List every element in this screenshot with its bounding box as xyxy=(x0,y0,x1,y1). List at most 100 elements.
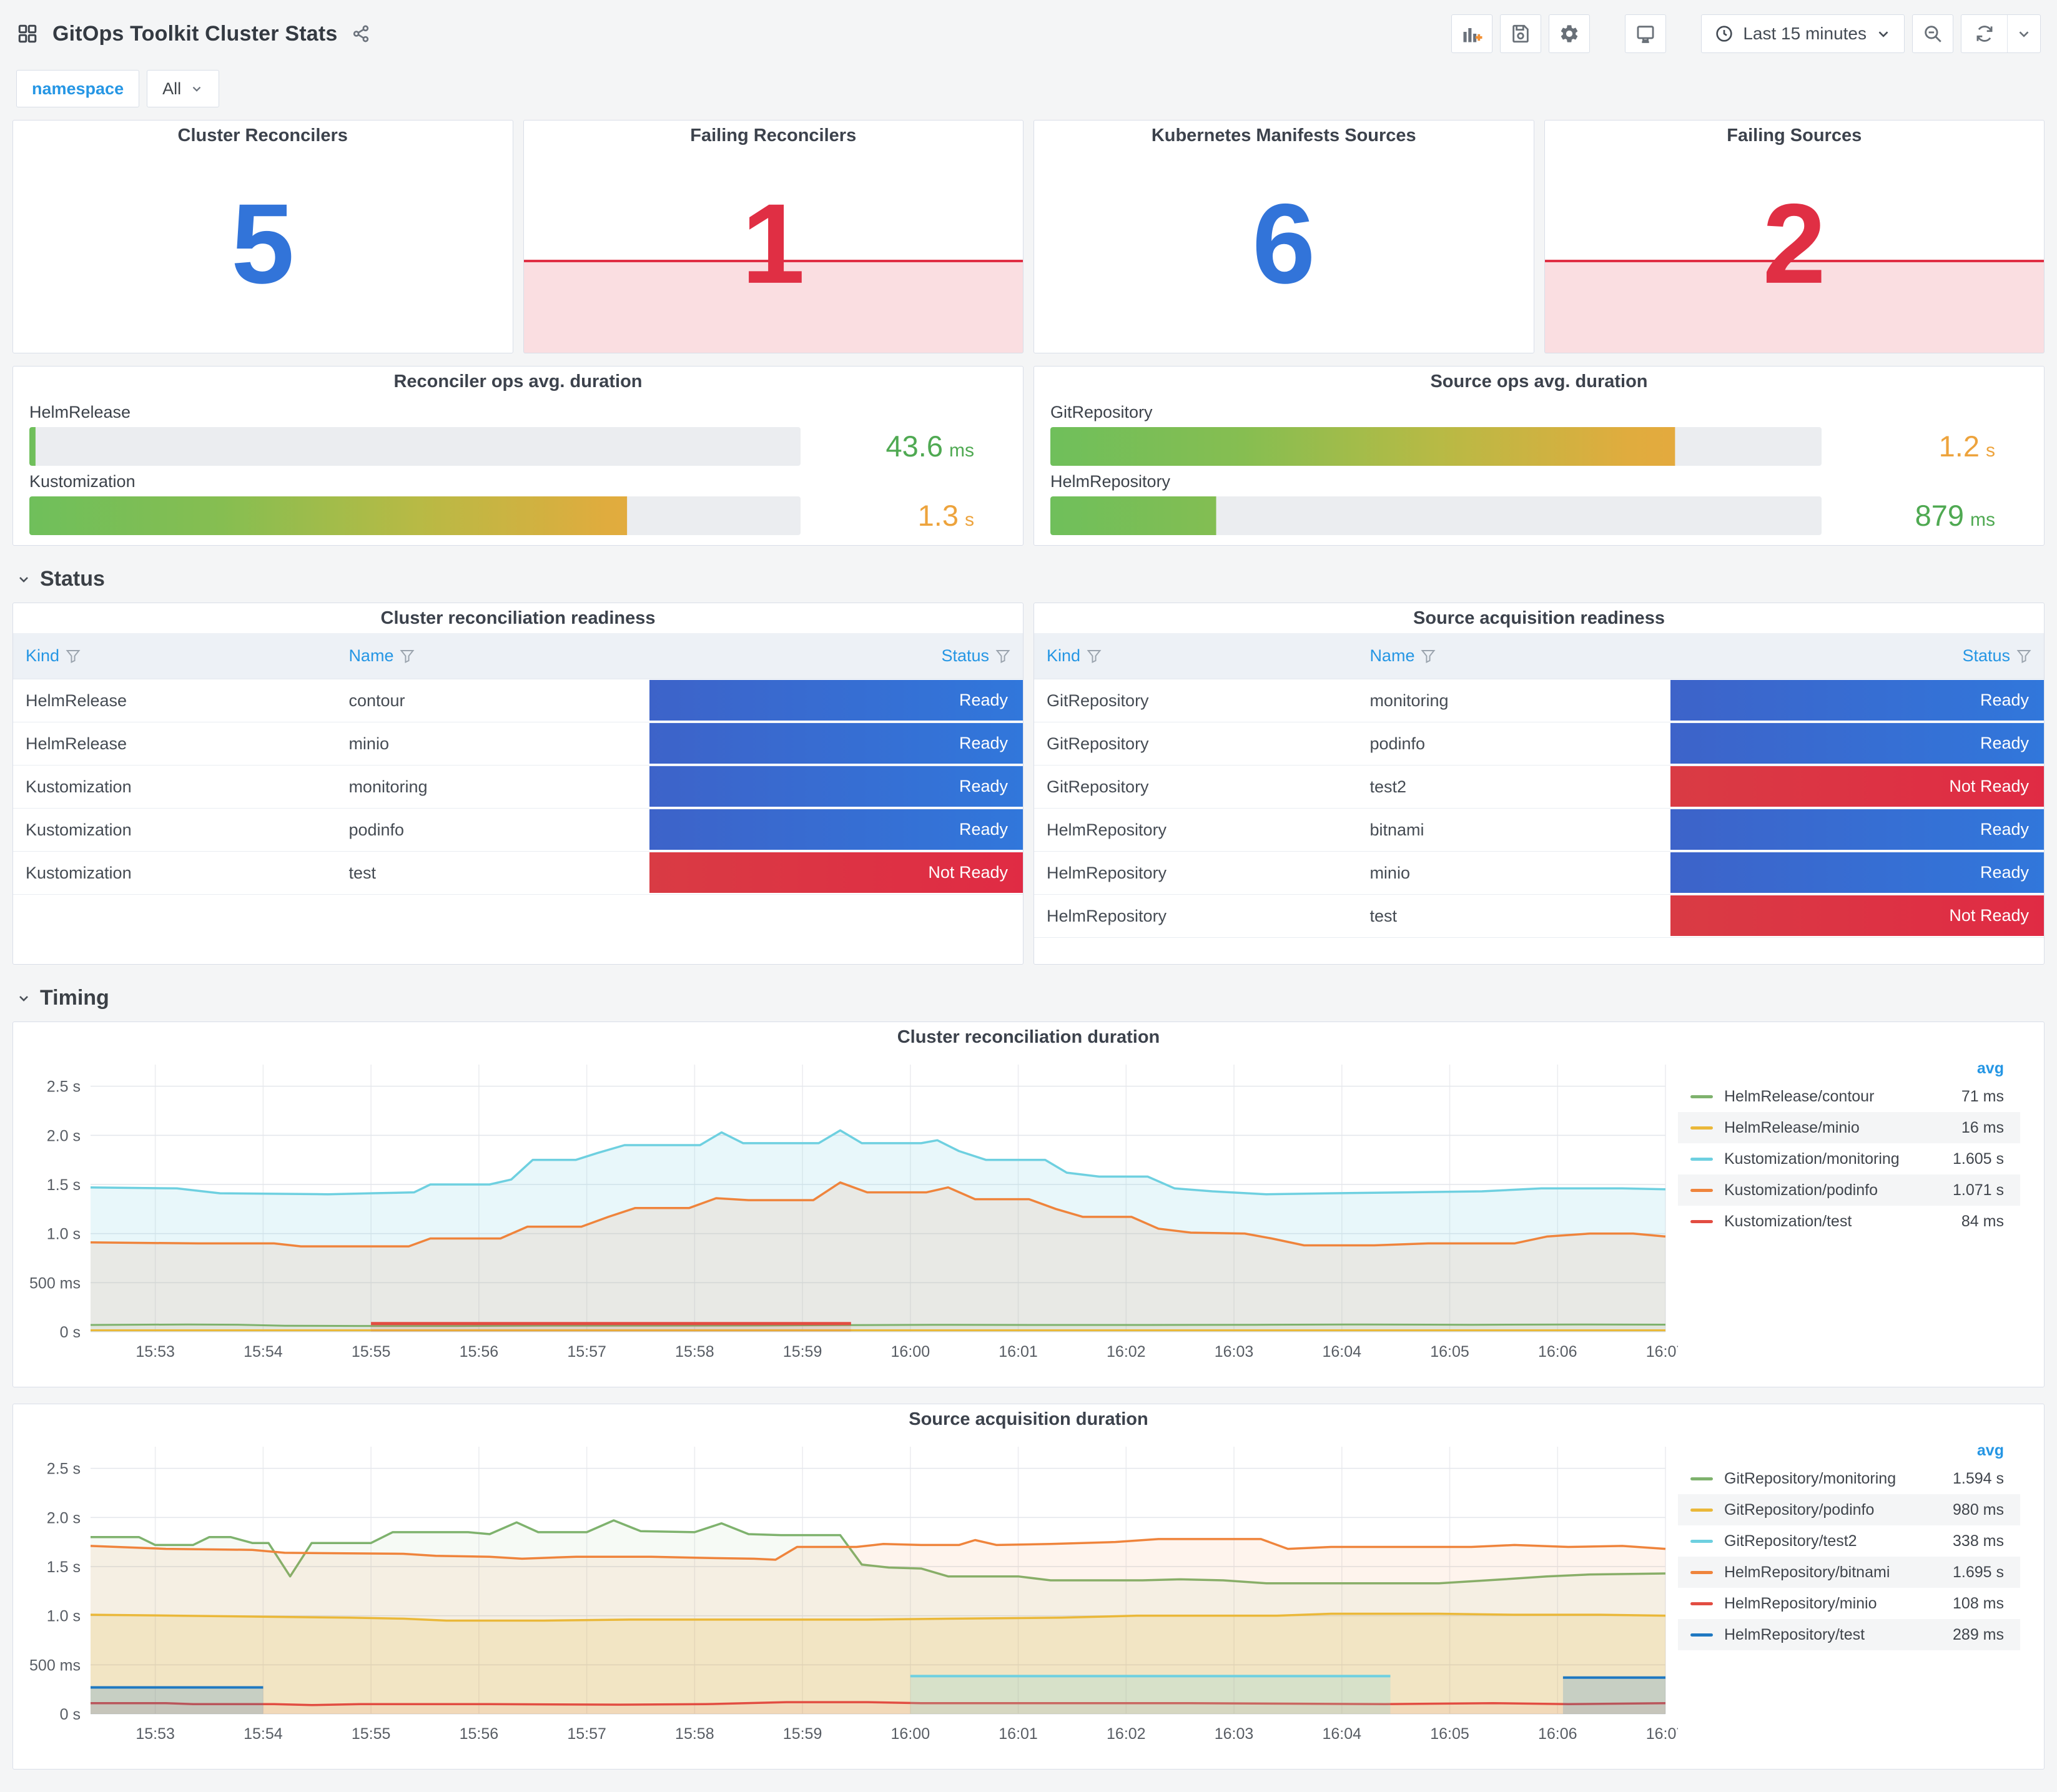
template-variables-bar: namespace All xyxy=(12,70,2045,107)
svg-text:15:53: 15:53 xyxy=(136,1343,175,1361)
table-row: HelmRepository bitnami Ready xyxy=(1034,809,2044,852)
panel-title[interactable]: Failing Sources xyxy=(1727,125,1862,145)
column-header-name[interactable]: Name xyxy=(336,633,649,679)
legend-series-name[interactable]: GitRepository/monitoring xyxy=(1724,1469,1897,1487)
time-range-picker[interactable]: Last 15 minutes xyxy=(1701,14,1905,53)
cluster-reconciliation-duration-canvas[interactable]: 0 s 500 ms 1.0 s 1.5 s 2.0 s 2.5 s 15:53 15:54 1… xyxy=(17,1055,1678,1367)
panel-title[interactable]: Cluster reconciliation duration xyxy=(897,1026,1160,1047)
svg-text:15:59: 15:59 xyxy=(783,1343,822,1361)
panel-title[interactable]: Reconciler ops avg. duration xyxy=(393,371,643,391)
source-acquisition-duration-canvas[interactable]: 0 s 500 ms 1.0 s 1.5 s 2.0 s 2.5 s 15:53 15:54 1… xyxy=(17,1437,1678,1749)
save-dashboard-button[interactable] xyxy=(1500,14,1542,53)
gauge-value-number: 879 xyxy=(1915,499,1964,532)
svg-text:16:07: 16:07 xyxy=(1646,1725,1678,1743)
legend-series-avg: 16 ms xyxy=(1961,1118,2004,1136)
gauge-row: 1.3 s xyxy=(29,496,1007,535)
stat-panels-row: Cluster Reconcilers 5 Failing Reconcilers 1… xyxy=(12,120,2045,353)
svg-text:15:55: 15:55 xyxy=(352,1343,391,1361)
panel-title[interactable]: Cluster reconciliation readiness xyxy=(380,608,656,628)
cell-name: minio xyxy=(336,722,649,766)
svg-text:15:56: 15:56 xyxy=(460,1343,499,1361)
legend-series-avg: 1.071 s xyxy=(1952,1181,2004,1199)
page-title[interactable]: GitOps Toolkit Cluster Stats xyxy=(52,21,338,46)
panel-title[interactable]: Kubernetes Manifests Sources xyxy=(1151,125,1416,145)
panel-title[interactable]: Source acquisition duration xyxy=(909,1409,1148,1429)
apps-grid-icon[interactable] xyxy=(16,22,39,45)
legend-series-name[interactable]: Kustomization/test xyxy=(1724,1212,1852,1230)
gauge-value: 1.2 s xyxy=(1822,431,2028,461)
table-row: Kustomization monitoring Ready xyxy=(13,766,1023,809)
legend-series-name[interactable]: Kustomization/podinfo xyxy=(1724,1181,1878,1199)
column-header-kind[interactable]: Kind xyxy=(1034,633,1358,679)
svg-text:16:06: 16:06 xyxy=(1538,1725,1577,1743)
chevron-down-icon xyxy=(192,86,201,92)
gauge-row: 43.6 ms xyxy=(29,427,1007,466)
status-badge: Ready xyxy=(1670,852,2044,893)
cell-status: Ready xyxy=(1670,809,2044,852)
filter-funnel-icon xyxy=(400,649,415,663)
column-header-kind[interactable]: Kind xyxy=(13,633,337,679)
table-panel-cluster-reconciliation-readiness: Cluster reconciliation readiness Kind Name… xyxy=(12,603,1024,965)
chevron-down-icon xyxy=(2019,31,2029,37)
panel-title[interactable]: Failing Reconcilers xyxy=(690,125,857,145)
panel-title[interactable]: Cluster Reconcilers xyxy=(177,125,348,145)
refresh-interval-picker[interactable] xyxy=(2008,15,2040,52)
svg-text:15:53: 15:53 xyxy=(136,1725,175,1743)
svg-text:15:54: 15:54 xyxy=(244,1725,283,1743)
chart-panel-source-acquisition-duration: Source acquisition duration 0 s 500 ms 1.0 … xyxy=(12,1404,2045,1770)
legend-series-name[interactable]: HelmRepository/test xyxy=(1724,1625,1865,1643)
legend-series-name[interactable]: HelmRelease/minio xyxy=(1724,1118,1860,1136)
share-icon[interactable] xyxy=(351,24,371,44)
section-title: Status xyxy=(40,567,105,591)
column-header-status[interactable]: Status xyxy=(649,633,1023,679)
legend-series-name[interactable]: HelmRelease/contour xyxy=(1724,1087,1875,1105)
zoom-out-icon xyxy=(1925,26,1941,42)
namespace-variable-label[interactable]: namespace xyxy=(16,70,140,107)
svg-text:2.0 s: 2.0 s xyxy=(47,1509,81,1527)
series-area-gitrepository-podinfo xyxy=(91,1613,1665,1714)
cell-name: test xyxy=(336,852,649,895)
cell-status: Ready xyxy=(649,679,1023,722)
svg-text:16:05: 16:05 xyxy=(1430,1343,1469,1361)
cell-status: Ready xyxy=(649,766,1023,809)
table-panel-source-acquisition-readiness: Source acquisition readiness Kind Name Stat… xyxy=(1033,603,2045,965)
legend-series-name[interactable]: Kustomization/monitoring xyxy=(1724,1150,1900,1168)
cycle-view-mode-button[interactable] xyxy=(1625,14,1667,53)
refresh-dashboard-button[interactable] xyxy=(1961,15,2008,52)
add-panel-button[interactable] xyxy=(1451,14,1493,53)
zoom-out-time-button[interactable] xyxy=(1912,14,1953,53)
table-row: GitRepository podinfo Ready xyxy=(1034,722,2044,766)
legend-series-name[interactable]: GitRepository/test2 xyxy=(1724,1532,1857,1550)
chevron-down-icon xyxy=(1878,31,1888,37)
column-header-status[interactable]: Status xyxy=(1670,633,2044,679)
cell-status: Ready xyxy=(649,722,1023,766)
legend-avg-header[interactable]: avg xyxy=(1976,1059,2004,1077)
legend-avg-header[interactable]: avg xyxy=(1976,1441,2004,1459)
readiness-tables-row: Cluster reconciliation readiness Kind Name… xyxy=(12,603,2045,965)
section-header-status[interactable]: Status xyxy=(12,567,2045,591)
panel-title[interactable]: Source acquisition readiness xyxy=(1413,608,1665,628)
legend-series-name[interactable]: GitRepository/podinfo xyxy=(1724,1500,1875,1519)
filter-funnel-icon xyxy=(995,649,1010,663)
legend-item: GitRepository/test2 338 ms xyxy=(1678,1525,2020,1557)
stat-value: 1 xyxy=(741,179,805,307)
panel-title[interactable]: Source ops avg. duration xyxy=(1430,371,1648,391)
legend-series-color xyxy=(1690,1188,1713,1192)
timing-charts: Cluster reconciliation duration 0 s 500 ms… xyxy=(12,1022,2045,1770)
cell-status: Ready xyxy=(1670,852,2044,895)
svg-text:15:54: 15:54 xyxy=(244,1343,283,1361)
series-area-helmrepository-test xyxy=(1562,1677,1665,1714)
legend-series-name[interactable]: HelmRepository/bitnami xyxy=(1724,1563,1890,1581)
svg-text:15:58: 15:58 xyxy=(675,1343,714,1361)
section-header-timing[interactable]: Timing xyxy=(12,986,2045,1010)
namespace-variable-picker[interactable]: All xyxy=(147,70,220,107)
chart-body: 0 s 500 ms 1.0 s 1.5 s 2.0 s 2.5 s 15:53 15:54 1… xyxy=(13,1052,2044,1367)
column-header-name[interactable]: Name xyxy=(1357,633,1670,679)
svg-text:15:57: 15:57 xyxy=(567,1343,606,1361)
dashboard-settings-button[interactable] xyxy=(1549,14,1591,53)
legend-series-name[interactable]: HelmRepository/minio xyxy=(1724,1594,1877,1612)
gauge-value-number: 1.3 xyxy=(917,499,959,532)
svg-text:1.5 s: 1.5 s xyxy=(47,1558,81,1576)
series-area-helmrepository-test xyxy=(91,1687,264,1714)
svg-text:15:55: 15:55 xyxy=(352,1725,391,1743)
